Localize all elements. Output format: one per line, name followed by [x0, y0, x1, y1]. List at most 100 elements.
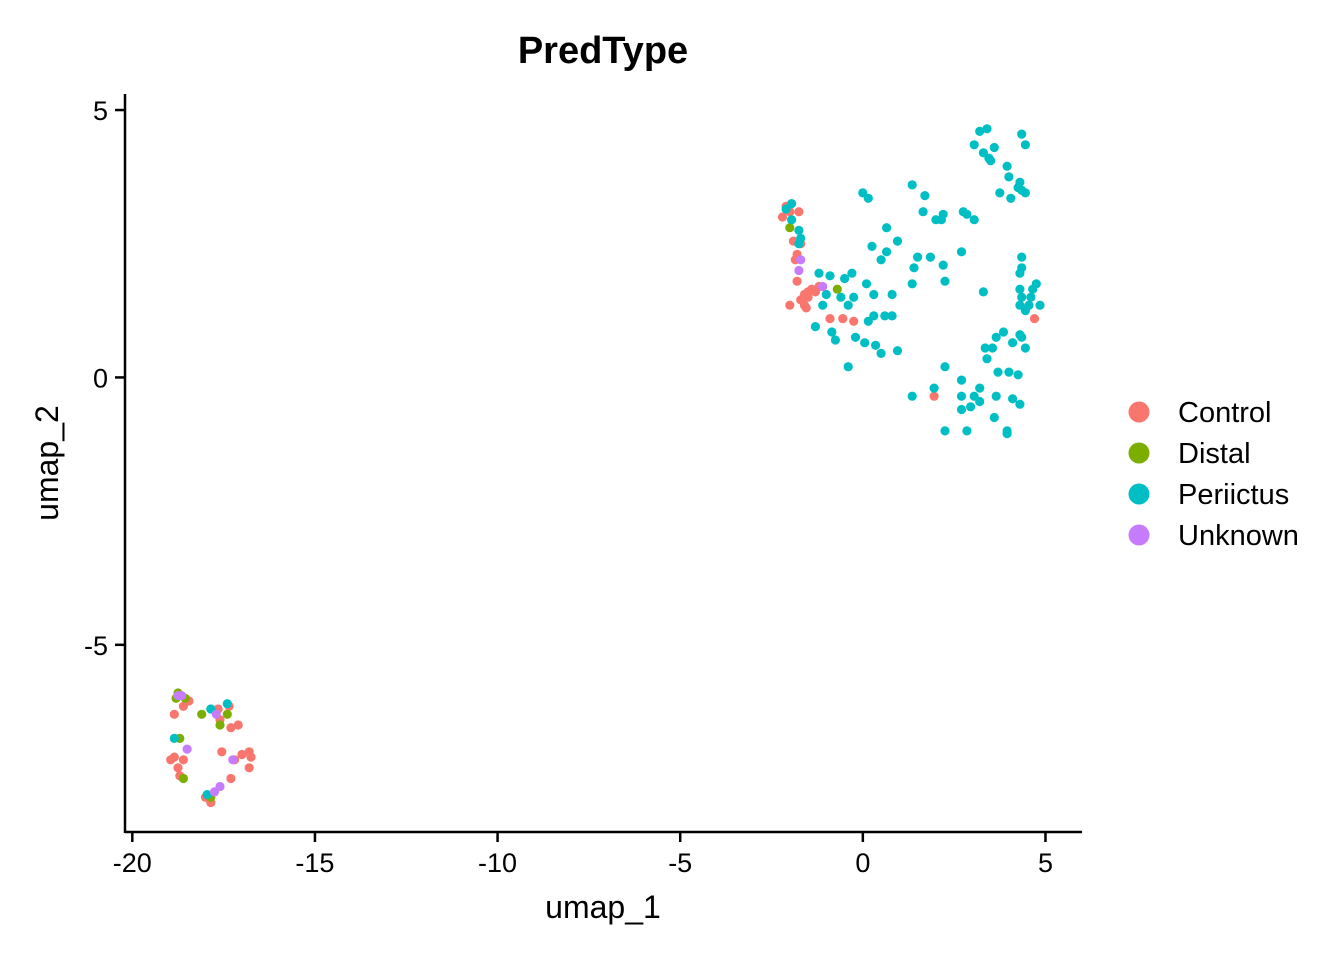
point-periictus-2 — [787, 215, 797, 225]
point-periictus-111 — [962, 426, 972, 436]
point-periictus-17 — [887, 289, 897, 300]
point-periictus-64 — [1004, 172, 1014, 182]
point-periictus-79 — [1020, 343, 1030, 353]
legend-key-distal — [1128, 442, 1150, 464]
point-periictus-9 — [847, 268, 857, 278]
point-periictus-115 — [222, 699, 232, 709]
point-control-35 — [226, 723, 236, 733]
point-periictus-14 — [843, 300, 853, 310]
point-periictus-83 — [1013, 370, 1023, 380]
point-periictus-15 — [861, 279, 872, 289]
point-periictus-81 — [993, 367, 1003, 377]
point-distal-7 — [178, 773, 188, 784]
point-periictus-38 — [907, 180, 917, 190]
point-periictus-10 — [821, 289, 831, 300]
point-periictus-103 — [956, 404, 967, 415]
legend-label-distal: Distal — [1178, 438, 1251, 470]
point-periictus-8 — [840, 273, 850, 284]
point-periictus-96 — [940, 362, 950, 372]
point-control-17 — [801, 303, 811, 313]
point-periictus-30 — [863, 316, 873, 326]
point-periictus-112 — [907, 391, 917, 401]
point-periictus-89 — [1026, 292, 1036, 302]
point-periictus-22 — [860, 338, 870, 348]
point-periictus-95 — [1017, 252, 1027, 262]
point-control-23 — [1029, 314, 1040, 324]
point-periictus-75 — [998, 327, 1009, 337]
point-periictus-91 — [1028, 284, 1038, 294]
point-periictus-59 — [984, 153, 994, 163]
point-periictus-48 — [940, 276, 950, 286]
point-control-36 — [233, 720, 243, 730]
point-control-41 — [246, 752, 256, 762]
x-tick-label: -20 — [113, 848, 152, 878]
point-periictus-92 — [1035, 300, 1045, 310]
point-periictus-47 — [925, 252, 936, 262]
point-periictus-102 — [966, 402, 976, 412]
point-periictus-52 — [962, 209, 972, 219]
point-periictus-12 — [849, 292, 859, 302]
point-periictus-39 — [920, 191, 930, 201]
point-periictus-45 — [909, 263, 919, 273]
x-tick-label: -15 — [295, 848, 334, 878]
point-periictus-35 — [892, 236, 903, 246]
points-layer — [166, 124, 1045, 808]
point-periictus-1 — [787, 199, 797, 209]
legend-key-control — [1128, 401, 1150, 423]
point-control-42 — [244, 763, 254, 773]
point-periictus-101 — [975, 396, 985, 407]
point-distal-1 — [832, 284, 842, 294]
point-unknown-2 — [818, 281, 828, 292]
point-periictus-54 — [969, 140, 979, 150]
y-tick-label: 0 — [93, 363, 108, 393]
point-control-2 — [794, 207, 804, 217]
point-periictus-24 — [876, 348, 886, 358]
point-periictus-34 — [882, 223, 892, 233]
point-periictus-53 — [969, 215, 979, 225]
point-periictus-60 — [989, 142, 999, 153]
point-unknown-1 — [794, 265, 804, 276]
point-periictus-78 — [1017, 332, 1027, 342]
point-periictus-7 — [825, 271, 835, 281]
point-periictus-73 — [987, 343, 998, 353]
point-distal-0 — [785, 223, 795, 233]
point-distal-10 — [222, 709, 232, 719]
point-control-20 — [849, 316, 859, 326]
point-control-43 — [226, 773, 236, 784]
point-control-39 — [237, 749, 247, 760]
point-periictus-94 — [1015, 268, 1025, 278]
point-periictus-18 — [810, 322, 821, 332]
point-periictus-100 — [975, 383, 985, 393]
x-tick-label: 0 — [855, 848, 870, 878]
point-periictus-114 — [169, 733, 179, 744]
axes-layer — [123, 94, 1082, 834]
x-tick-label: -10 — [478, 848, 517, 878]
point-periictus-63 — [1020, 140, 1030, 150]
point-periictus-98 — [956, 391, 967, 401]
legend-label-control: Control — [1178, 397, 1272, 429]
point-periictus-32 — [876, 255, 886, 265]
point-periictus-107 — [1015, 399, 1025, 409]
point-periictus-31 — [867, 241, 877, 251]
point-unknown-4 — [177, 691, 187, 701]
point-periictus-69 — [1020, 188, 1030, 198]
point-periictus-28 — [880, 311, 890, 321]
chart-title: PredType — [518, 30, 688, 72]
point-distal-5 — [197, 709, 207, 719]
point-periictus-71 — [978, 287, 989, 297]
point-control-13 — [803, 292, 813, 302]
point-periictus-44 — [907, 279, 917, 289]
point-control-37 — [217, 747, 227, 757]
point-periictus-110 — [940, 426, 950, 436]
point-control-25 — [169, 752, 179, 762]
point-periictus-21 — [850, 332, 861, 342]
point-periictus-80 — [982, 354, 992, 364]
point-periictus-50 — [938, 260, 948, 270]
point-periictus-113 — [929, 383, 939, 393]
point-periictus-56 — [982, 124, 992, 134]
point-periictus-82 — [1004, 367, 1014, 377]
point-unknown-7 — [228, 755, 238, 765]
point-periictus-49 — [956, 247, 967, 257]
point-periictus-97 — [956, 375, 967, 385]
